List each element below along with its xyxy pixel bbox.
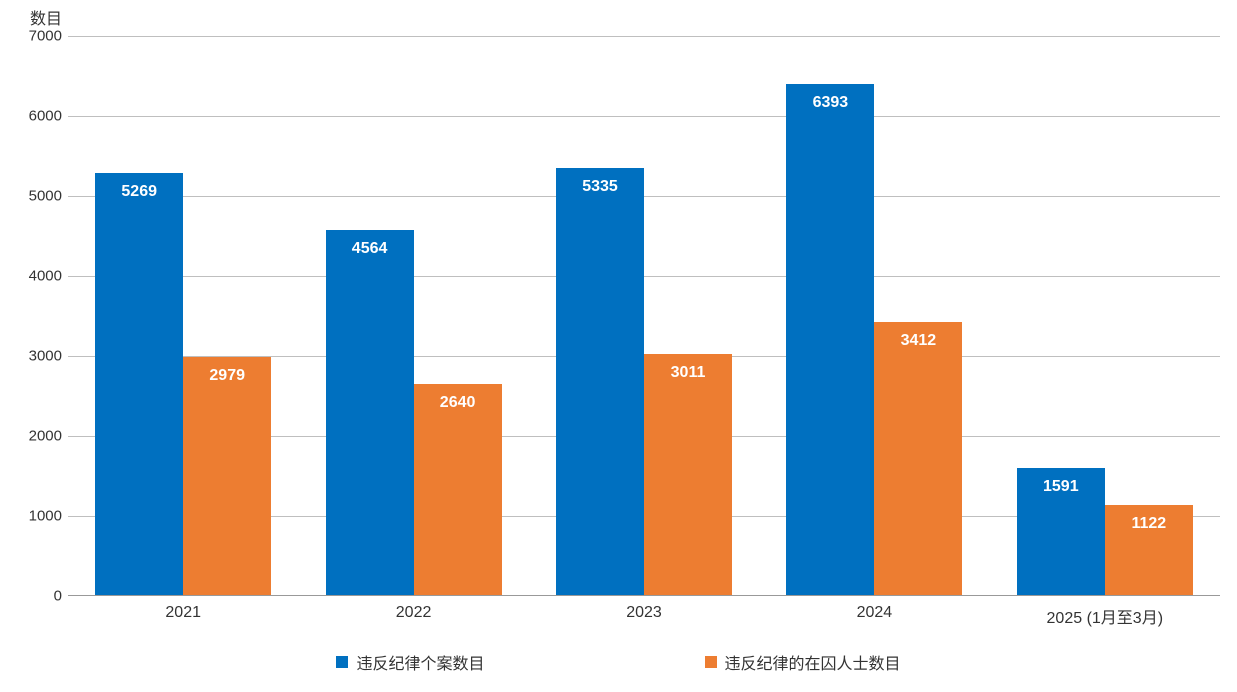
bar: 3011	[644, 354, 732, 595]
gridline	[68, 276, 1220, 277]
legend-label-1: 违反纪律的在囚人士数目	[725, 650, 901, 674]
bar: 4564	[326, 230, 414, 595]
bar-value-label: 1122	[1105, 515, 1193, 533]
bar: 1591	[1017, 468, 1105, 595]
x-axis-label: 2021	[68, 604, 298, 622]
bar: 5335	[556, 168, 644, 595]
bar-value-label: 3011	[644, 364, 732, 382]
bar-value-label: 5335	[556, 178, 644, 196]
legend-swatch-1	[705, 656, 717, 668]
legend-swatch-0	[336, 656, 348, 668]
x-axis-label: 2023	[529, 604, 759, 622]
bar-value-label: 6393	[786, 94, 874, 112]
y-tick-label: 3000	[22, 348, 62, 365]
y-tick-label: 1000	[22, 508, 62, 525]
bar-value-label: 4564	[326, 240, 414, 258]
bar-value-label: 2640	[414, 394, 502, 412]
gridline	[68, 196, 1220, 197]
chart-container: 数目 5269 2979 4564 2640 5335 3011 6393 3412 1591 1…	[0, 0, 1237, 692]
gridline	[68, 36, 1220, 37]
legend-label-0: 违反纪律个案数目	[356, 650, 484, 674]
y-tick-label: 0	[22, 588, 62, 605]
bar: 2640	[414, 384, 502, 595]
legend-item-series-0: 违反纪律个案数目	[336, 650, 484, 674]
x-axis-label: 2025 (1月至3月)	[990, 604, 1220, 628]
bar-value-label: 1591	[1017, 478, 1105, 496]
y-tick-label: 2000	[22, 428, 62, 445]
y-tick-label: 6000	[22, 108, 62, 125]
bar-value-label: 3412	[874, 332, 962, 350]
x-axis-label: 2022	[298, 604, 528, 622]
legend-item-series-1: 违反纪律的在囚人士数目	[705, 650, 901, 674]
y-tick-label: 7000	[22, 28, 62, 45]
bar: 6393	[786, 84, 874, 595]
y-axis-title: 数目	[30, 5, 62, 29]
y-tick-label: 4000	[22, 268, 62, 285]
bar: 1122	[1105, 505, 1193, 595]
bar: 3412	[874, 322, 962, 595]
y-tick-label: 5000	[22, 188, 62, 205]
legend: 违反纪律个案数目 违反纪律的在囚人士数目	[0, 650, 1237, 674]
plot-area: 5269 2979 4564 2640 5335 3011 6393 3412 1591 1122	[68, 36, 1220, 596]
bar: 5269	[95, 173, 183, 595]
bar-value-label: 5269	[95, 183, 183, 201]
x-axis-label: 2024	[759, 604, 989, 622]
bar: 2979	[183, 357, 271, 595]
bar-value-label: 2979	[183, 367, 271, 385]
gridline	[68, 116, 1220, 117]
